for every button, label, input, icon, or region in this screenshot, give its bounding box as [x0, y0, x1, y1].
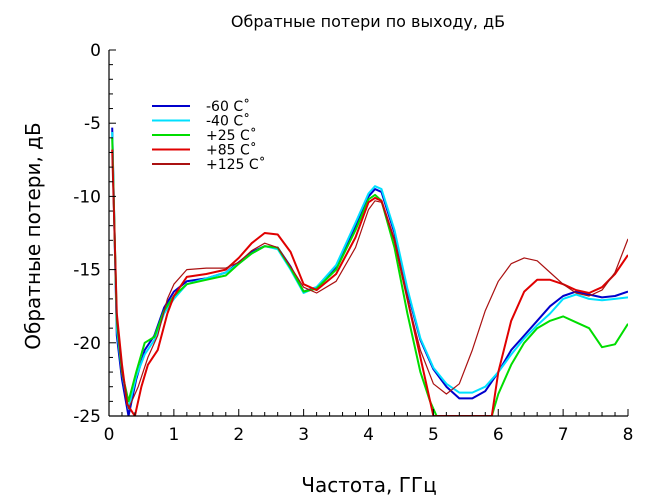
x-tick-label: 5	[428, 425, 439, 445]
chart-title: Обратные потери по выходу, дБ	[231, 12, 505, 31]
y-tick-label: -5	[84, 114, 101, 134]
series-line-0	[111, 127, 628, 416]
x-tick-label: 2	[233, 425, 244, 445]
x-tick-label: 0	[104, 425, 115, 445]
x-tick-label: 6	[493, 425, 504, 445]
series-line-2	[111, 137, 628, 416]
y-tick-label: 0	[90, 41, 101, 61]
legend: -60 C˚-40 C˚+25 C˚+85 C˚+125 C˚	[152, 98, 266, 173]
x-tick-label: 4	[363, 425, 374, 445]
x-tick-label: 3	[298, 425, 309, 445]
legend-label-1: -40 C˚	[206, 113, 250, 130]
y-tick-label: -25	[73, 407, 101, 427]
plot-area	[111, 127, 628, 416]
y-tick-label: -20	[73, 334, 101, 354]
x-tick-label: 7	[558, 425, 569, 445]
legend-label-4: +125 C˚	[206, 156, 266, 173]
legend-label-0: -60 C˚	[206, 98, 250, 115]
y-axis-label: Обратные потери, дБ	[21, 122, 45, 349]
series-line-1	[111, 131, 628, 410]
legend-label-3: +85 C˚	[206, 142, 257, 159]
y-tick-label: -15	[73, 261, 101, 281]
legend-label-2: +25 C˚	[206, 127, 257, 144]
x-tick-label: 1	[168, 425, 179, 445]
axes: 0 1 2 3 4 5 6 7 8 0 -5 -10 -15 -20 -25	[73, 41, 633, 445]
series-line-4	[111, 155, 628, 410]
x-axis-label: Частота, ГГц	[301, 473, 436, 497]
series-line-3	[111, 149, 628, 416]
x-tick-label: 8	[623, 425, 634, 445]
y-tick-label: -10	[73, 187, 101, 207]
